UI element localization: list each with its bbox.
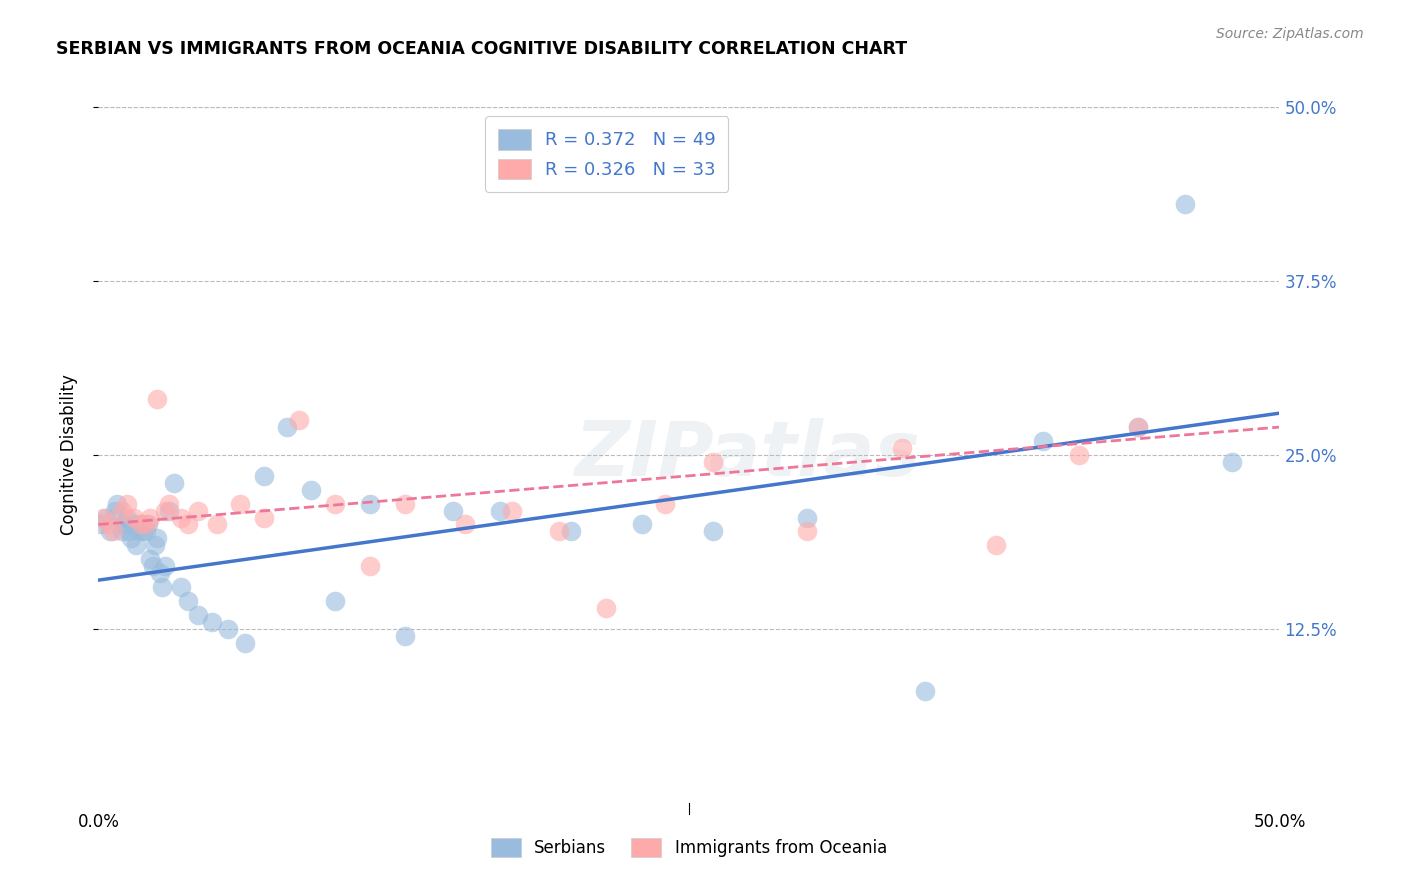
Point: [153, 503, 176, 517]
Point: [187, 607, 209, 622]
Point: [654, 497, 676, 511]
Point: [150, 580, 173, 594]
Point: [143, 538, 166, 552]
Point: [323, 594, 346, 608]
Point: [104, 503, 127, 517]
Point: [111, 503, 134, 517]
Point: [132, 524, 155, 539]
Point: [796, 524, 818, 539]
Point: [299, 483, 322, 497]
Point: [453, 517, 475, 532]
Point: [157, 497, 180, 511]
Point: [115, 510, 138, 524]
Point: [128, 524, 150, 539]
Point: [121, 532, 143, 546]
Point: [394, 497, 416, 511]
Point: [1032, 434, 1054, 448]
Point: [560, 524, 582, 539]
Point: [217, 622, 239, 636]
Point: [1220, 455, 1243, 469]
Text: Source: ZipAtlas.com: Source: ZipAtlas.com: [1216, 27, 1364, 41]
Point: [177, 594, 200, 608]
Point: [595, 601, 617, 615]
Point: [90, 517, 112, 532]
Point: [796, 510, 818, 524]
Point: [1126, 420, 1149, 434]
Point: [359, 559, 381, 574]
Y-axis label: Cognitive Disability: Cognitive Disability: [59, 375, 77, 535]
Point: [359, 497, 381, 511]
Point: [187, 503, 209, 517]
Point: [170, 510, 193, 524]
Point: [501, 503, 523, 517]
Point: [139, 552, 162, 566]
Point: [153, 559, 176, 574]
Point: [146, 392, 169, 407]
Point: [135, 517, 157, 532]
Point: [548, 524, 571, 539]
Point: [170, 580, 193, 594]
Point: [205, 517, 228, 532]
Legend: Serbians, Immigrants from Oceania: Serbians, Immigrants from Oceania: [484, 831, 894, 864]
Point: [135, 524, 157, 539]
Point: [233, 636, 256, 650]
Point: [702, 524, 724, 539]
Point: [323, 497, 346, 511]
Point: [253, 510, 276, 524]
Point: [229, 497, 252, 511]
Point: [157, 503, 180, 517]
Point: [91, 510, 114, 524]
Point: [129, 517, 152, 532]
Point: [890, 441, 912, 455]
Point: [129, 517, 152, 532]
Point: [101, 524, 124, 539]
Point: [105, 497, 128, 511]
Point: [111, 524, 134, 539]
Point: [142, 559, 165, 574]
Point: [441, 503, 464, 517]
Point: [914, 684, 936, 698]
Point: [253, 468, 276, 483]
Point: [125, 538, 148, 552]
Point: [146, 532, 169, 546]
Point: [98, 524, 121, 539]
Point: [288, 413, 311, 427]
Point: [122, 517, 145, 532]
Point: [115, 497, 138, 511]
Text: SERBIAN VS IMMIGRANTS FROM OCEANIA COGNITIVE DISABILITY CORRELATION CHART: SERBIAN VS IMMIGRANTS FROM OCEANIA COGNI…: [56, 40, 907, 58]
Point: [1067, 448, 1090, 462]
Point: [1174, 197, 1197, 211]
Point: [122, 510, 145, 524]
Point: [139, 510, 162, 524]
Text: ZIPatlas: ZIPatlas: [575, 418, 921, 491]
Point: [112, 517, 135, 532]
Point: [201, 615, 224, 629]
Point: [276, 420, 298, 434]
Point: [177, 517, 200, 532]
Point: [163, 475, 186, 490]
Point: [97, 517, 120, 532]
Point: [136, 517, 159, 532]
Point: [118, 524, 141, 539]
Point: [149, 566, 172, 581]
Point: [1126, 420, 1149, 434]
Point: [702, 455, 724, 469]
Point: [394, 629, 416, 643]
Point: [630, 517, 652, 532]
Point: [94, 510, 117, 524]
Point: [984, 538, 1007, 552]
Point: [489, 503, 512, 517]
